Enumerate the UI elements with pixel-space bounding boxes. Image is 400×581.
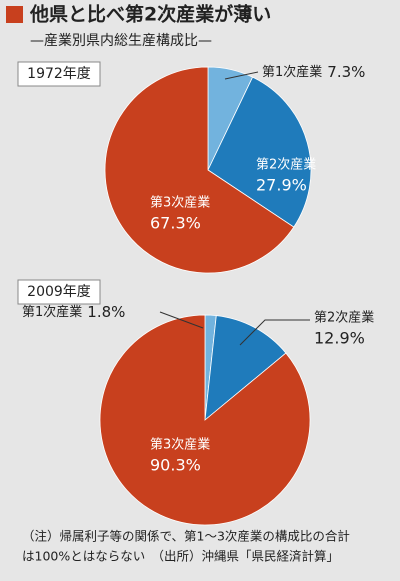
category-label: 第1次産業 xyxy=(22,304,82,320)
year-box xyxy=(17,279,101,305)
value-label: 12.9% xyxy=(314,329,365,348)
pie-slice xyxy=(104,66,295,274)
value-label: 90.3% xyxy=(150,456,201,475)
slice-label: 第1次産業 1.8% xyxy=(22,303,125,321)
leader-line xyxy=(224,71,259,80)
pie-slice xyxy=(204,315,287,421)
note: （注）帰属利子等の関係で、第1～3次産業の構成比の合計 xyxy=(22,529,350,544)
category-label: 第1次産業 xyxy=(262,64,322,80)
pie-slice xyxy=(207,76,312,228)
leader-line xyxy=(159,311,204,329)
pie-title: 1972年度 xyxy=(27,66,91,82)
slice-label: 第1次産業 7.3% xyxy=(262,63,365,81)
title-marker xyxy=(6,6,23,23)
pie-slice xyxy=(99,314,311,526)
category-label: 第2次産業 xyxy=(314,310,374,326)
category-label: 第3次産業 xyxy=(150,195,210,211)
value-label: 67.3% xyxy=(150,214,201,233)
year-box xyxy=(17,61,101,87)
value-label: 1.8% xyxy=(87,303,125,321)
note: は100%とはならない （出所）沖縄県「県民経済計算」 xyxy=(22,549,339,564)
chart-subtitle: —産業別県内総生産構成比— xyxy=(30,33,212,49)
category-label: 第3次産業 xyxy=(150,437,210,453)
pie-title: 2009年度 xyxy=(27,284,91,300)
chart-title: 他県と比べ第2次産業が薄い xyxy=(29,3,271,26)
value-label: 7.3% xyxy=(327,63,365,81)
leader-line xyxy=(239,319,310,346)
category-label: 第2次産業 xyxy=(256,157,316,173)
value-label: 27.9% xyxy=(256,176,307,195)
